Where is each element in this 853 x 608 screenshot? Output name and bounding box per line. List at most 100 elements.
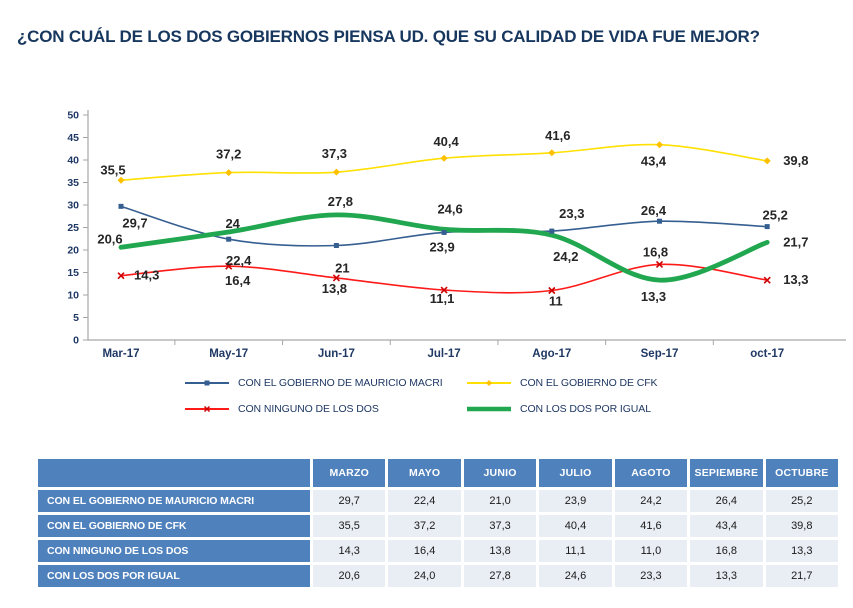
marker-ninguno <box>117 272 125 280</box>
marker-ninguno <box>225 262 233 270</box>
table-row-label: CON EL GOBIERNO DE MAURICIO MACRI <box>38 490 310 512</box>
axis-lines <box>87 110 846 341</box>
data-label-cfk: 43,4 <box>641 154 667 169</box>
table-row-label: CON EL GOBIERNO DE CFK <box>38 515 310 537</box>
data-label-ninguno: 13,3 <box>783 272 808 287</box>
table-cell: 35,5 <box>313 515 386 537</box>
legend-line-ninguno-icon <box>185 405 229 413</box>
table-cell: 41,6 <box>614 515 688 537</box>
data-label-ninguno: 14,3 <box>134 268 159 283</box>
table-cell: 16,8 <box>690 540 763 562</box>
table-cell: 29,7 <box>313 490 386 512</box>
table-row-label: CON LOS DOS POR IGUAL <box>38 565 310 587</box>
table-header-cell: JULIO <box>539 459 612 487</box>
data-label-macri: 21 <box>335 261 349 276</box>
data-label-macri: 23,9 <box>429 239 454 254</box>
table-header-cell: AGOTO <box>614 459 688 487</box>
legend-label-macri: CON EL GOBIERNO DE MAURICIO MACRI <box>238 377 443 389</box>
marker-macri <box>549 228 555 234</box>
table-header-cell: MARZO <box>313 459 386 487</box>
x-axis-label: Jul-17 <box>427 348 460 360</box>
table-header-cell: MAYO <box>388 459 461 487</box>
data-label-cfk: 37,2 <box>216 147 241 162</box>
table-cell: 14,3 <box>313 540 386 562</box>
y-axis-label: 50 <box>67 110 79 122</box>
y-axis-label: 20 <box>67 245 79 257</box>
y-axis-label: 0 <box>73 335 79 347</box>
table-cell: 37,2 <box>388 515 461 537</box>
table-cell: 20,6 <box>313 565 386 587</box>
table-cell: 13,8 <box>463 540 537 562</box>
marker-cfk <box>117 176 125 184</box>
marker-macri <box>226 236 232 242</box>
data-label-cfk: 35,5 <box>100 162 125 177</box>
table-cell: 21,7 <box>765 565 838 587</box>
table-cell: 26,4 <box>690 490 763 512</box>
marker-macri <box>764 224 770 230</box>
marker-macri <box>441 229 447 235</box>
data-label-ninguno: 11 <box>549 294 563 309</box>
legend-label-ninguno: CON NINGUNO DE LOS DOS <box>238 403 379 415</box>
table-header-cell: SEPIEMBRE <box>690 459 763 487</box>
y-axis-label: 15 <box>67 267 79 279</box>
table-header-empty <box>38 459 310 487</box>
table-cell: 39,8 <box>765 515 838 537</box>
data-label-ninguno: 16,8 <box>643 244 668 259</box>
table-row-label: CON NINGUNO DE LOS DOS <box>38 540 310 562</box>
data-label-igual: 24 <box>225 216 240 231</box>
x-axis-label: Mar-17 <box>102 348 139 360</box>
marker-ninguno <box>332 274 340 282</box>
data-label-ninguno: 13,8 <box>322 281 347 296</box>
table-cell: 24,6 <box>539 565 612 587</box>
table-cell: 37,3 <box>463 515 537 537</box>
marker-cfk <box>763 157 771 165</box>
y-axis-label: 5 <box>73 312 79 324</box>
data-label-cfk: 39,8 <box>783 153 808 168</box>
data-label-igual: 27,8 <box>328 194 353 209</box>
x-axis-label: Ago-17 <box>532 348 571 360</box>
y-axis-label: 45 <box>67 132 79 144</box>
y-axis-label: 10 <box>67 290 79 302</box>
line-chart: 0 5 10 15 20 25 30 35 40 45 50 Mar-17 May-17 Jun-17 Ju… <box>67 110 846 360</box>
series-line-igual <box>118 212 770 283</box>
x-axis-label: May-17 <box>209 348 248 360</box>
marker-ninguno <box>655 260 664 268</box>
legend-line-macri-icon <box>185 380 229 386</box>
y-axis-label: 40 <box>67 155 79 167</box>
data-label-igual: 13,3 <box>641 289 666 304</box>
data-label-macri: 22,4 <box>226 253 252 268</box>
marker-cfk <box>548 149 556 157</box>
data-label-igual: 20,6 <box>97 231 122 246</box>
legend-item-igual: CON LOS DOS POR IGUAL <box>465 402 651 416</box>
legend-item-cfk: CON EL GOBIERNO DE CFK <box>465 376 658 390</box>
table-cell: 27,8 <box>463 565 537 587</box>
marker-ninguno <box>548 286 556 295</box>
legend-line-igual-icon <box>467 406 511 412</box>
marker-ninguno <box>763 276 771 284</box>
table-cell: 24,0 <box>388 565 461 587</box>
legend-item-macri: CON EL GOBIERNO DE MAURICIO MACRI <box>183 376 443 390</box>
table-cell: 13,3 <box>690 565 763 587</box>
marker-cfk <box>332 168 340 176</box>
legend-line-cfk-icon <box>467 380 511 386</box>
marker-cfk <box>656 141 663 149</box>
data-label-macri: 29,7 <box>122 215 147 230</box>
data-label-igual: 23,3 <box>559 206 584 221</box>
data-label-cfk: 40,4 <box>433 134 459 149</box>
data-label-igual: 21,7 <box>783 234 808 249</box>
table-cell: 23,9 <box>539 490 612 512</box>
x-axis-label: oct-17 <box>750 348 784 360</box>
y-axis-label: 30 <box>67 200 79 212</box>
data-label-cfk: 37,3 <box>322 146 347 161</box>
marker-cfk <box>225 169 233 177</box>
marker-macri <box>118 203 124 209</box>
table-cell: 43,4 <box>690 515 763 537</box>
data-table: MARZO MAYO JUNIO JULIO AGOTO SEPIEMBRE OCTUBRE… <box>38 459 838 587</box>
x-axis-label: Jun-17 <box>318 348 355 360</box>
legend-label-igual: CON LOS DOS POR IGUAL <box>520 403 651 415</box>
data-label-ninguno: 16,4 <box>225 273 251 288</box>
legend-label-cfk: CON EL GOBIERNO DE CFK <box>520 377 658 389</box>
legend-item-ninguno: CON NINGUNO DE LOS DOS <box>183 402 379 416</box>
table-cell: 23,3 <box>614 565 688 587</box>
